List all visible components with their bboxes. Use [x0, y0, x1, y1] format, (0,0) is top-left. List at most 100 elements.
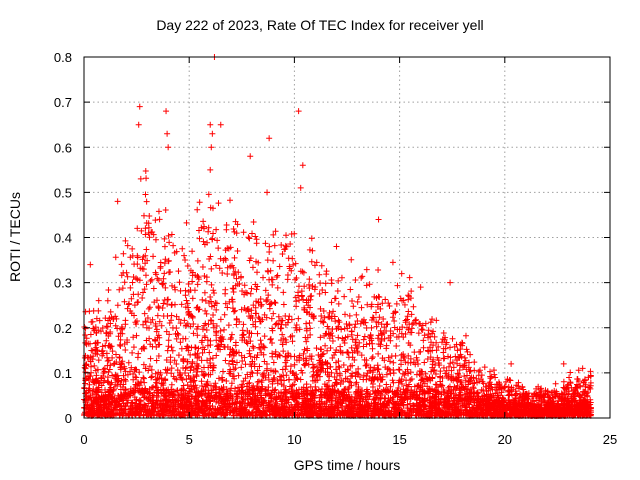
data-point	[308, 235, 315, 242]
data-point	[122, 237, 129, 244]
data-point	[158, 380, 165, 387]
data-point	[288, 267, 295, 274]
data-point	[394, 282, 401, 289]
data-point	[171, 249, 178, 256]
data-point	[322, 330, 329, 337]
data-point	[403, 382, 410, 389]
data-point	[375, 319, 382, 326]
data-point	[142, 402, 149, 409]
data-point	[481, 364, 488, 371]
data-point	[454, 382, 461, 389]
data-point	[332, 366, 339, 373]
data-point	[536, 396, 543, 403]
data-point	[272, 351, 279, 358]
data-point	[216, 265, 223, 272]
data-point	[150, 253, 157, 260]
data-point	[567, 380, 574, 387]
data-point	[230, 366, 237, 373]
data-point	[353, 311, 360, 318]
data-point	[134, 254, 141, 261]
data-point	[169, 282, 176, 289]
data-point	[577, 382, 584, 389]
data-point	[317, 280, 324, 287]
data-point	[200, 371, 207, 378]
data-point	[575, 377, 582, 384]
data-point	[253, 240, 260, 247]
data-point	[436, 400, 443, 407]
data-point	[156, 318, 163, 325]
data-point	[265, 268, 272, 275]
data-point	[177, 287, 184, 294]
data-point	[143, 246, 150, 253]
data-point	[427, 399, 434, 406]
data-point	[419, 322, 426, 329]
data-point	[289, 338, 296, 345]
data-point	[363, 341, 370, 348]
data-point	[369, 345, 376, 352]
data-point	[398, 357, 405, 364]
data-point	[485, 387, 492, 394]
data-point	[244, 371, 251, 378]
data-point	[248, 285, 255, 292]
data-point	[112, 322, 119, 329]
data-point	[382, 296, 389, 303]
data-point	[261, 358, 268, 365]
data-point	[539, 394, 546, 401]
data-point	[278, 242, 285, 249]
data-point	[429, 347, 436, 354]
data-point	[140, 321, 147, 328]
data-point	[344, 349, 351, 356]
data-point	[121, 393, 128, 400]
data-point	[227, 336, 234, 343]
data-point	[276, 263, 283, 270]
data-point	[447, 344, 454, 351]
data-point	[284, 276, 291, 283]
data-point	[103, 329, 110, 336]
data-point	[230, 272, 237, 279]
data-point	[475, 368, 482, 375]
data-point	[405, 352, 412, 359]
data-point	[242, 375, 249, 382]
data-point	[308, 353, 315, 360]
data-point	[408, 329, 415, 336]
data-point	[183, 297, 190, 304]
data-point	[121, 298, 128, 305]
data-point	[257, 318, 264, 325]
data-point	[276, 352, 283, 359]
data-point	[339, 335, 346, 342]
data-point	[437, 373, 444, 380]
data-point	[504, 376, 511, 383]
data-point	[116, 286, 123, 293]
data-point	[171, 357, 178, 364]
data-point	[264, 296, 271, 303]
data-point	[429, 316, 436, 323]
data-point	[429, 375, 436, 382]
data-point	[410, 303, 417, 310]
data-point	[224, 264, 231, 271]
data-point	[182, 292, 189, 299]
data-point	[194, 281, 201, 288]
data-point	[274, 272, 281, 279]
data-point	[202, 297, 209, 304]
data-point	[179, 245, 186, 252]
data-point	[118, 261, 125, 268]
data-point	[184, 263, 191, 270]
data-point	[254, 269, 261, 276]
data-point	[168, 381, 175, 388]
data-point	[417, 348, 424, 355]
data-point	[425, 376, 432, 383]
data-point	[104, 357, 111, 364]
data-point	[331, 295, 338, 302]
data-point	[280, 335, 287, 342]
data-point	[134, 354, 141, 361]
data-point	[383, 371, 390, 378]
data-point	[318, 312, 325, 319]
data-point	[279, 317, 286, 324]
data-point	[205, 321, 212, 328]
data-point	[154, 275, 161, 282]
data-point	[537, 386, 544, 393]
data-point	[280, 348, 287, 355]
data-point	[119, 325, 126, 332]
data-point	[235, 372, 242, 379]
data-point	[194, 257, 201, 264]
